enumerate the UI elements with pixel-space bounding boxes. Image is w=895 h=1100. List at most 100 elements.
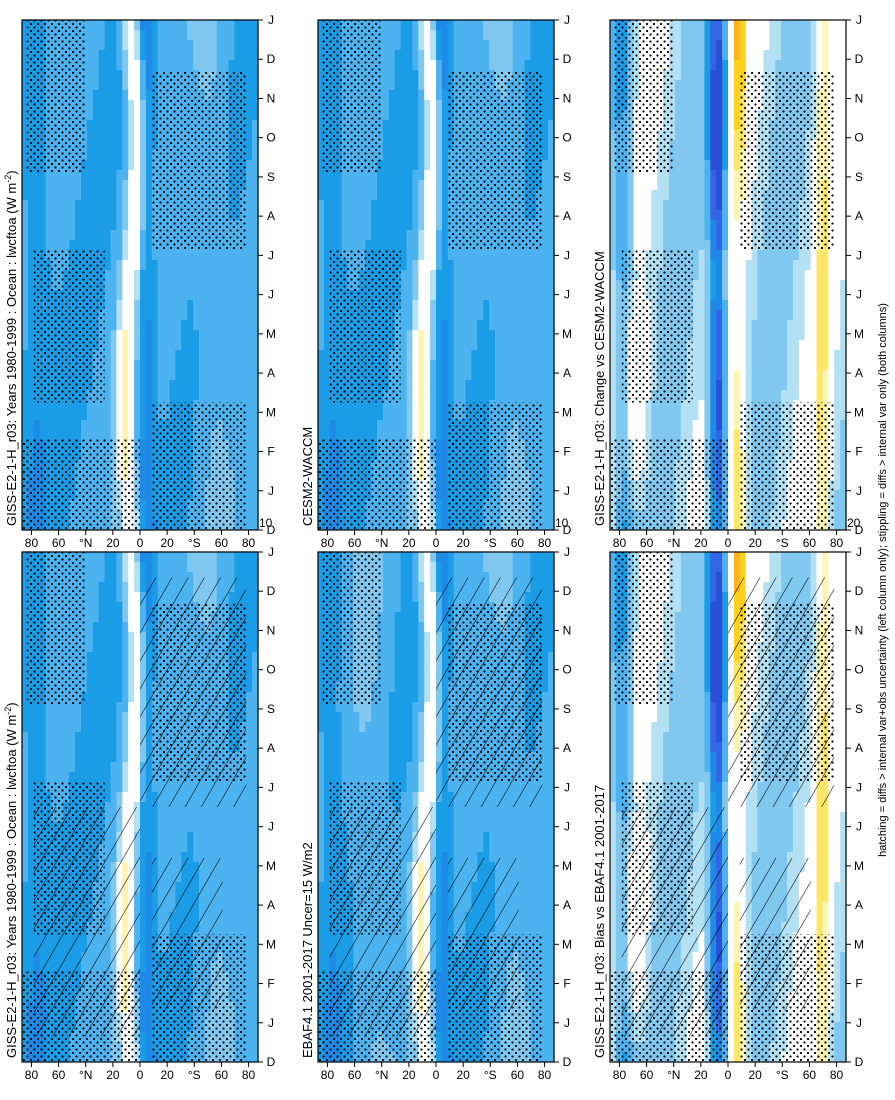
- heatmap-cell: [110, 581, 117, 592]
- heatmap-cell: [86, 691, 94, 702]
- heatmap-cell: [122, 69, 129, 80]
- heatmap-cell: [157, 821, 165, 832]
- heatmap-cell: [128, 631, 135, 642]
- heatmap-cell: [110, 189, 117, 200]
- heatmap-cell: [140, 29, 147, 40]
- heatmap-cell: [169, 389, 176, 400]
- heatmap-cell: [98, 731, 106, 742]
- heatmap-cell: [104, 731, 112, 742]
- heatmap-cell: [45, 761, 53, 772]
- x-tick-label: S: [267, 702, 275, 716]
- heatmap-cell: [216, 389, 224, 400]
- heatmap-cell: [441, 981, 449, 992]
- heatmap-cell: [69, 209, 76, 220]
- x-tick-label: M: [266, 405, 276, 419]
- heatmap-cell: [39, 219, 47, 230]
- heatmap-cell: [145, 1011, 153, 1022]
- heatmap-cell: [110, 109, 117, 120]
- heatmap-cell: [145, 269, 153, 280]
- heatmap-cell: [104, 359, 112, 370]
- heatmap-cell: [98, 99, 106, 110]
- heatmap-cell: [92, 771, 100, 782]
- heatmap-cell: [163, 319, 171, 330]
- heatmap-cell: [246, 209, 253, 220]
- heatmap-cell: [175, 329, 182, 340]
- heatmap-cell: [228, 339, 235, 350]
- heatmap-cell: [163, 49, 171, 60]
- heatmap-cell: [116, 551, 123, 562]
- heatmap-cell: [240, 389, 247, 400]
- heatmap-cell: [169, 319, 176, 330]
- heatmap-cell: [140, 369, 147, 380]
- heatmap-cell: [199, 349, 206, 360]
- heatmap-cell: [222, 881, 230, 892]
- y-tick-label: 60: [52, 1068, 66, 1082]
- heatmap-cell: [323, 891, 331, 902]
- heatmap-cell: [128, 701, 135, 712]
- heatmap-cell: [151, 29, 159, 40]
- heatmap-cell: [240, 269, 247, 280]
- heatmap-cell: [81, 219, 88, 230]
- heatmap-cell: [145, 499, 153, 510]
- heatmap-cell: [92, 39, 100, 50]
- heatmap-cell: [140, 911, 147, 922]
- heatmap-cell: [246, 149, 253, 160]
- heatmap-cell: [128, 419, 135, 430]
- heatmap-cell: [536, 921, 543, 932]
- heatmap-cell: [199, 841, 206, 852]
- heatmap-cell: [128, 79, 135, 90]
- heatmap-cell: [222, 29, 230, 40]
- heatmap-cell: [542, 1051, 549, 1062]
- heatmap-cell: [246, 289, 253, 300]
- heatmap-cell: [222, 249, 230, 260]
- heatmap-cell: [33, 219, 41, 230]
- heatmap-cell: [145, 249, 153, 260]
- heatmap-cell: [116, 189, 123, 200]
- heatmap-cell: [157, 349, 165, 360]
- heatmap-cell: [228, 811, 235, 822]
- heatmap-cell: [69, 741, 76, 752]
- heatmap-cell: [187, 369, 194, 380]
- heatmap-cell: [210, 19, 218, 30]
- heatmap-cell: [116, 681, 123, 692]
- heatmap-cell: [240, 811, 247, 822]
- heatmap-cell: [104, 781, 112, 792]
- heatmap-cell: [151, 389, 159, 400]
- heatmap-cell: [98, 159, 106, 170]
- heatmap-cell: [75, 219, 82, 230]
- heatmap-cell: [51, 409, 58, 420]
- heatmap-cell: [246, 891, 253, 902]
- heatmap-cell: [140, 961, 147, 972]
- heatmap-cell: [199, 831, 206, 842]
- heatmap-cell: [252, 911, 259, 922]
- heatmap-cell: [145, 551, 153, 562]
- heatmap-cell: [246, 449, 253, 460]
- heatmap-cell: [193, 309, 200, 320]
- heatmap-cell: [252, 881, 259, 892]
- heatmap-cell: [246, 49, 253, 60]
- heatmap-cell: [246, 39, 253, 50]
- heatmap-cell: [33, 419, 41, 430]
- heatmap-cell: [104, 109, 112, 120]
- heatmap-cell: [33, 209, 41, 220]
- heatmap-cell: [86, 571, 94, 582]
- heatmap-cell: [222, 49, 230, 60]
- heatmap-cell: [145, 861, 153, 872]
- heatmap-cell: [193, 349, 200, 360]
- heatmap-cell: [436, 901, 443, 912]
- heatmap-cell: [128, 249, 135, 260]
- heatmap-cell: [69, 239, 76, 250]
- heatmap-cell: [134, 99, 141, 110]
- heatmap-cell: [116, 379, 123, 390]
- heatmap-cell: [246, 991, 253, 1002]
- heatmap-cell: [181, 249, 188, 260]
- heatmap-cell: [122, 379, 129, 390]
- heatmap-cell: [140, 189, 147, 200]
- heatmap-cell: [193, 379, 200, 390]
- heatmap-cell: [145, 339, 153, 350]
- heatmap-cell: [116, 259, 123, 270]
- heatmap-cell: [163, 359, 171, 370]
- heatmap-cell: [222, 831, 230, 842]
- heatmap-cell: [128, 581, 135, 592]
- heatmap-cell: [175, 279, 182, 290]
